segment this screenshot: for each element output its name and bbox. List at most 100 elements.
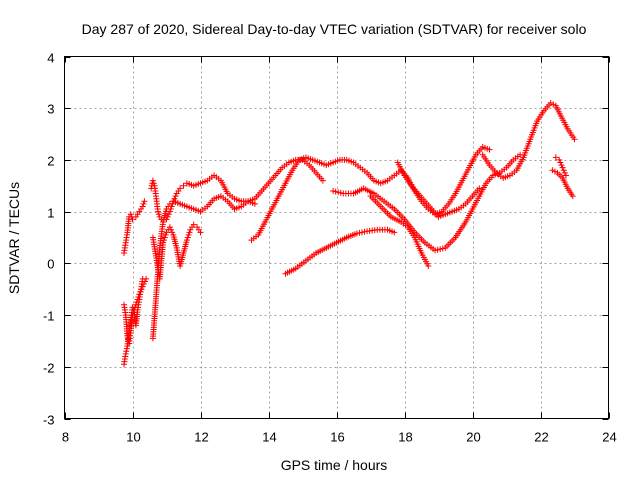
data-point	[134, 296, 141, 303]
data-point	[551, 168, 558, 175]
data-point	[550, 101, 557, 108]
data-point	[164, 213, 171, 220]
data-point	[361, 228, 368, 235]
chart-title: Day 287 of 2020, Sidereal Day-to-day VTE…	[82, 21, 587, 37]
data-point	[155, 211, 162, 218]
data-point	[486, 146, 493, 153]
data-point	[129, 216, 136, 223]
data-point	[132, 304, 139, 311]
data-point	[557, 159, 564, 166]
data-point	[129, 312, 136, 319]
series-arc-4	[148, 156, 326, 225]
x-tick-label: 8	[62, 430, 69, 445]
y-tick-label: 3	[47, 102, 54, 117]
y-tick-label: -3	[43, 413, 55, 428]
data-point	[166, 200, 173, 207]
data-point	[561, 169, 568, 176]
grid-layer	[64, 56, 609, 419]
data-point	[139, 283, 146, 290]
series-arc-14	[552, 154, 569, 179]
data-point	[337, 189, 344, 196]
data-point	[391, 229, 398, 236]
data-point	[560, 167, 567, 174]
data-point	[335, 189, 342, 196]
data-point	[168, 226, 175, 233]
data-point	[149, 177, 156, 184]
y-tick-label: -2	[43, 361, 55, 376]
data-point	[549, 167, 556, 174]
data-point	[171, 195, 178, 202]
series-arc-11	[394, 159, 483, 220]
x-tick-label: 12	[194, 430, 208, 445]
data-point	[197, 229, 204, 236]
data-point	[569, 193, 576, 200]
x-tick-label: 18	[398, 430, 412, 445]
data-point	[359, 229, 365, 236]
y-tick-label: -1	[43, 309, 55, 324]
data-point	[133, 299, 140, 306]
x-tick-label: 22	[534, 430, 548, 445]
data-point	[166, 224, 173, 231]
data-point	[476, 185, 483, 192]
data-point	[558, 162, 565, 169]
y-tick-label: 0	[47, 257, 54, 272]
series-arc-10	[367, 193, 432, 269]
data-point	[140, 200, 147, 207]
data-point	[559, 164, 566, 171]
series-arc-8	[282, 226, 398, 277]
data-point	[160, 237, 167, 244]
plot-frame	[64, 56, 609, 419]
data-point	[122, 350, 129, 357]
data-point	[169, 229, 176, 236]
data-point	[186, 229, 193, 236]
y-tick-label: 2	[47, 154, 54, 169]
data-point	[571, 136, 578, 143]
data-point	[138, 286, 145, 293]
data-point	[547, 100, 554, 107]
data-point	[140, 281, 147, 288]
data-point	[185, 231, 192, 238]
data-point	[437, 246, 444, 253]
data-point	[190, 221, 197, 228]
series-arc-3	[121, 198, 148, 257]
data-point	[180, 182, 187, 189]
data-points-layer	[121, 100, 578, 368]
data-point	[356, 229, 363, 236]
series-arc-9	[330, 151, 524, 254]
data-point	[155, 208, 161, 215]
data-point	[123, 348, 130, 355]
data-point	[150, 180, 157, 187]
y-tick-label: 4	[47, 51, 54, 66]
data-point	[319, 177, 326, 184]
data-point	[425, 262, 432, 269]
series-arc-7	[248, 144, 493, 244]
data-point	[137, 288, 144, 295]
series-arc-2	[121, 275, 150, 347]
data-point	[135, 293, 142, 300]
data-point	[127, 211, 134, 218]
data-point	[353, 230, 360, 237]
data-point	[251, 200, 258, 207]
data-point	[130, 309, 137, 316]
data-point	[161, 234, 168, 241]
data-point	[136, 291, 143, 298]
y-axis-label: SDTVAR / TECUs	[6, 182, 22, 294]
data-point	[123, 345, 130, 352]
x-tick-label: 20	[466, 430, 480, 445]
x-tick-label: 10	[126, 430, 140, 445]
data-point	[143, 275, 150, 282]
data-point	[172, 193, 179, 200]
data-point	[563, 172, 569, 179]
data-point	[184, 234, 191, 241]
data-point	[439, 245, 446, 252]
data-point	[132, 301, 139, 308]
data-point	[141, 198, 148, 205]
data-point	[183, 237, 190, 244]
data-point	[165, 211, 172, 218]
data-point	[139, 203, 146, 210]
x-tick-label: 14	[262, 430, 276, 445]
data-point	[556, 156, 563, 163]
